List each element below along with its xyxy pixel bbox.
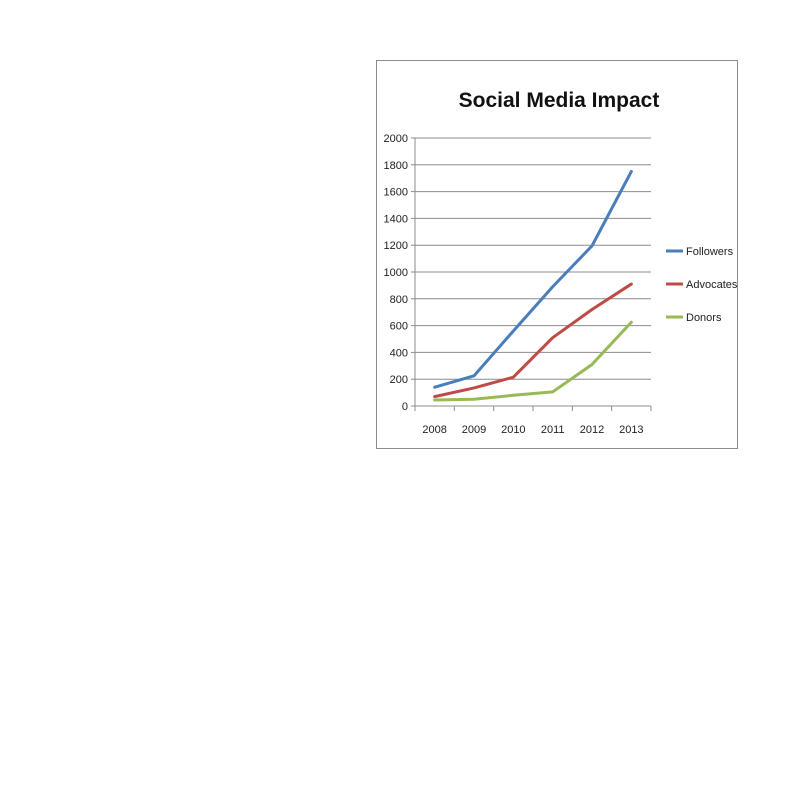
y-tick-label: 1200: [384, 240, 408, 252]
chart-frame: Social Media Impact 0 200 400 600 800 1000 120…: [376, 60, 738, 449]
axes: 0 200 400 600 800 1000 1200 1400 1600 1800 2000 200…: [384, 133, 652, 436]
x-tick-label: 2012: [580, 424, 604, 436]
series-line-advocates: [433, 282, 633, 399]
series-line-donors: [433, 320, 633, 402]
y-tick-label: 1400: [384, 213, 408, 225]
legend-label-advocates: Advocates: [686, 279, 738, 291]
x-tick-label: 2009: [462, 424, 486, 436]
y-tick-label: 1600: [384, 187, 408, 199]
line-chart: Social Media Impact 0 200 400 600 800 1000 120…: [384, 89, 738, 436]
legend: Followers Advocates Donors: [666, 246, 738, 324]
y-tick-label: 1000: [384, 267, 408, 279]
series-line-followers: [433, 170, 633, 389]
gridlines: [415, 137, 651, 380]
y-tick-label: 600: [390, 321, 408, 333]
x-tick-label: 2008: [422, 424, 446, 436]
y-tick-label: 800: [390, 294, 408, 306]
y-tick-label: 200: [390, 374, 408, 386]
y-tick-label: 2000: [384, 133, 408, 145]
chart-title: Social Media Impact: [459, 89, 660, 112]
x-tick-label: 2010: [501, 424, 525, 436]
y-tick-label: 400: [390, 347, 408, 359]
y-tick-label: 0: [402, 401, 408, 413]
x-tick-label: 2011: [541, 424, 565, 436]
x-tick-label: 2013: [619, 424, 643, 436]
legend-label-followers: Followers: [686, 246, 734, 258]
legend-label-donors: Donors: [686, 312, 722, 324]
series-lines: [433, 170, 633, 402]
y-tick-label: 1800: [384, 160, 408, 172]
